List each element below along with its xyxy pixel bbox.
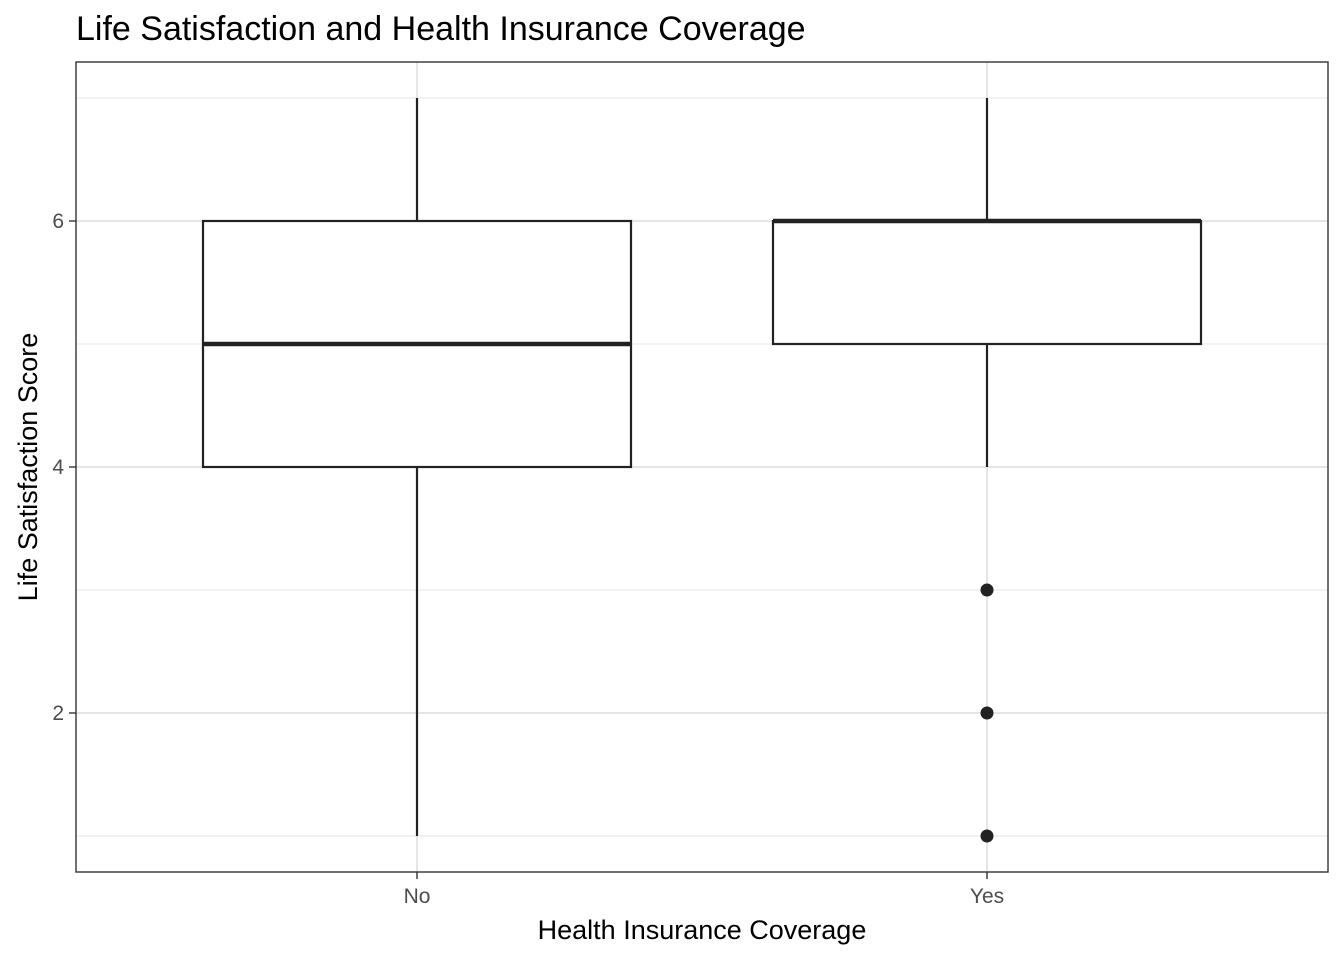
chart-title: Life Satisfaction and Health Insurance C…	[76, 10, 806, 48]
outlier-point	[980, 583, 994, 597]
x-tick-label: No	[404, 885, 431, 908]
box-no	[201, 98, 633, 836]
y-tick-label: 6	[52, 210, 64, 233]
boxes	[201, 98, 1203, 843]
x-axis-title: Health Insurance Coverage	[538, 915, 867, 945]
y-axis-title: Life Satisfaction Score	[13, 333, 43, 602]
outlier-point	[980, 829, 994, 843]
axis-ticks: 2 4 6 No Yes	[52, 210, 1004, 908]
y-tick-label: 2	[52, 702, 64, 725]
outlier-point	[980, 706, 994, 720]
x-tick-label: Yes	[970, 885, 1004, 908]
box-yes	[771, 98, 1203, 843]
y-tick-label: 4	[52, 456, 64, 479]
iqr-box	[771, 219, 1203, 346]
